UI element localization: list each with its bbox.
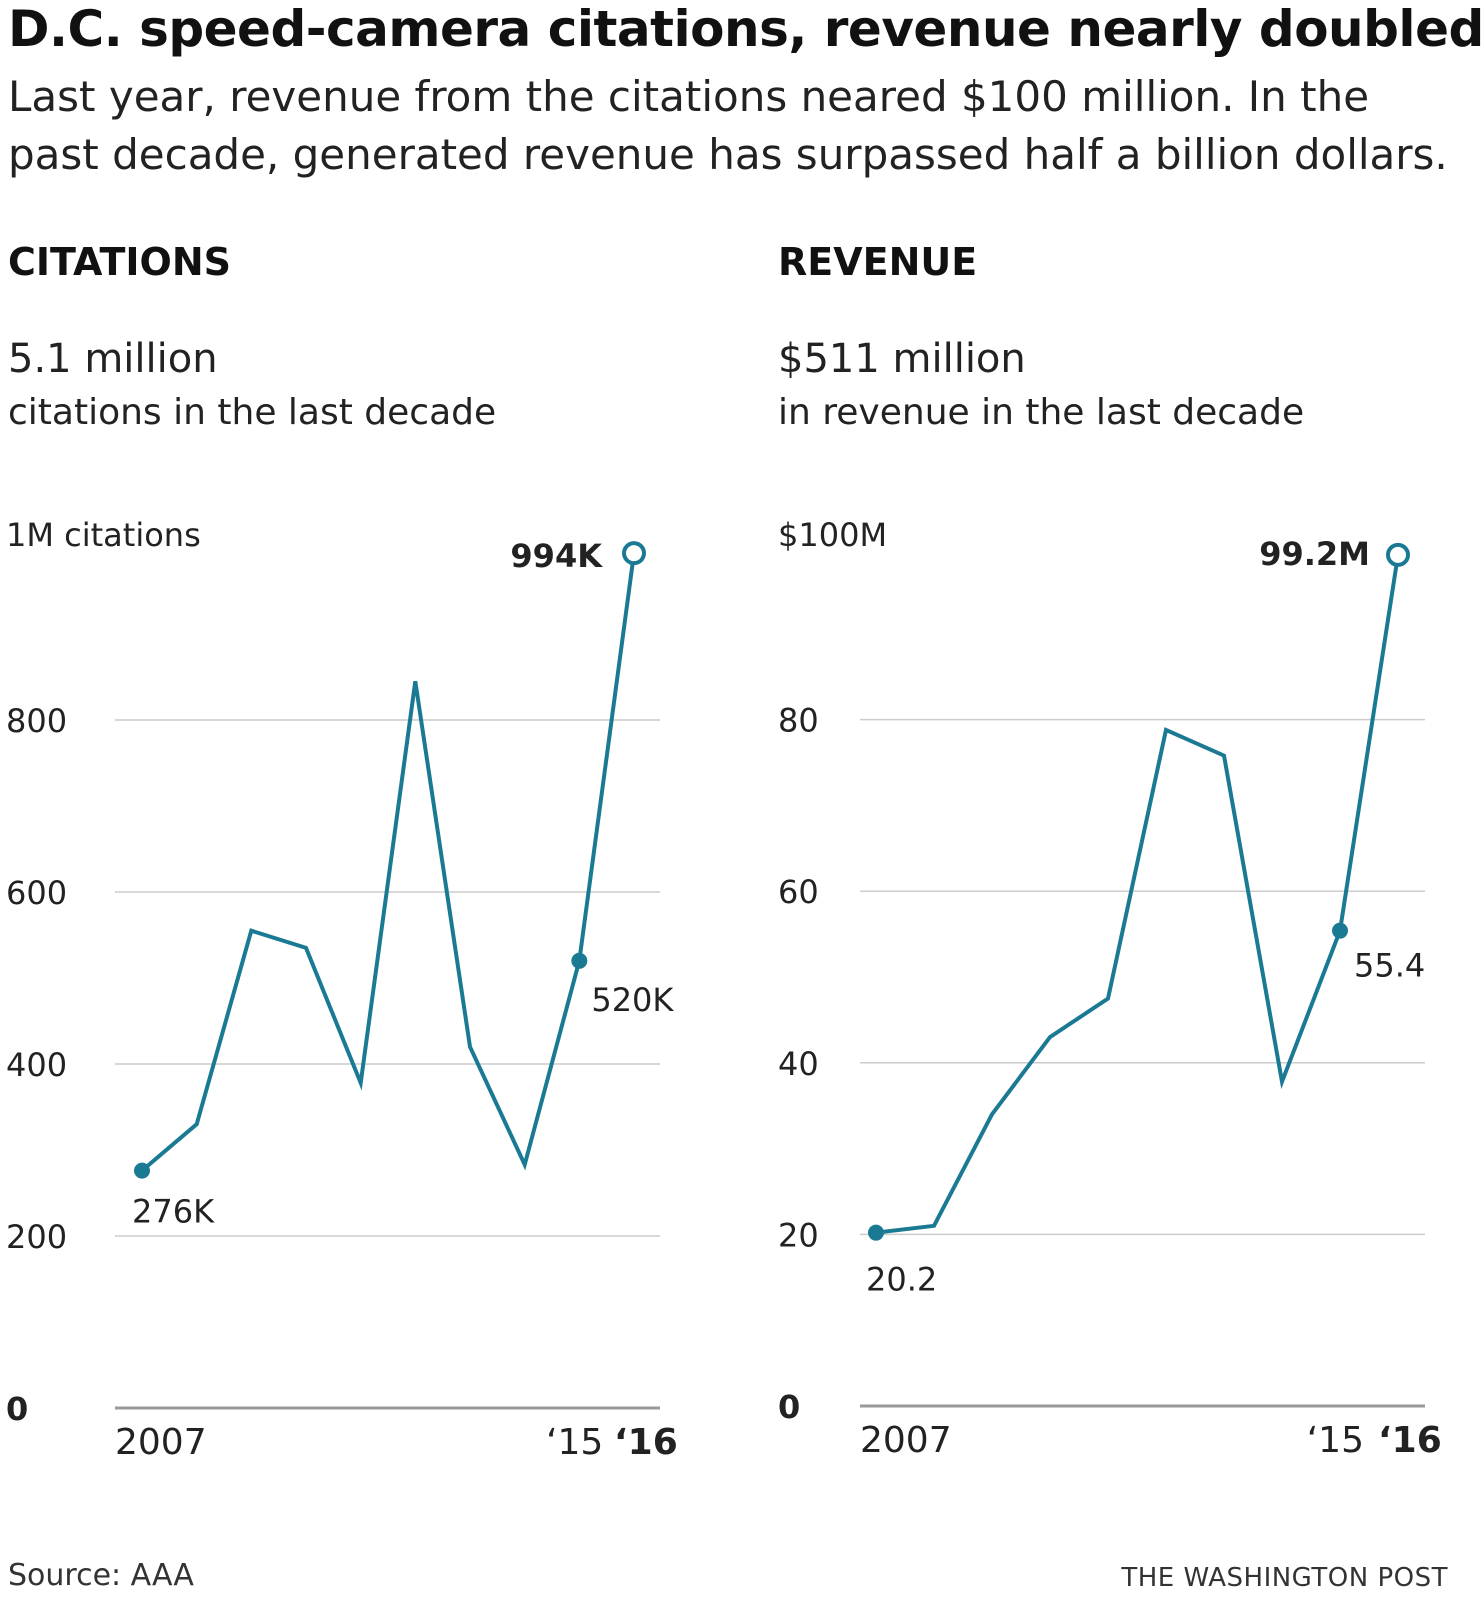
citations-x-tick-label: ‘15 <box>546 1422 603 1463</box>
revenue-data-label: 55.4 <box>1354 947 1425 985</box>
revenue-total-desc: in revenue in the last decade <box>778 392 1305 433</box>
revenue-y-tick-label: 60 <box>778 873 819 911</box>
citations-total-desc: citations in the last decade <box>8 392 497 433</box>
citations-data-label: 520K <box>591 981 674 1019</box>
citations-total: 5.1 million <box>8 336 218 382</box>
revenue-series-line <box>875 554 1400 1235</box>
citations-point-marker <box>622 541 646 566</box>
revenue-y-tick-label: 0 <box>778 1388 800 1426</box>
chart-title: D.C. speed-camera citations, revenue nea… <box>8 0 1484 58</box>
revenue-x-tick-label: ‘16 <box>1378 1420 1442 1461</box>
revenue-y-tick-label: $100M <box>778 516 887 554</box>
citations-y-tick-label: 400 <box>6 1046 67 1084</box>
citations-x-tick-label: 2007 <box>115 1422 207 1463</box>
citations-series-line <box>140 552 636 1173</box>
revenue-point-marker <box>1332 922 1348 939</box>
citations-x-tick-label: ‘16 <box>614 1422 678 1463</box>
source-note: Source: AAA <box>8 1558 194 1593</box>
citations-y-tick-label: 800 <box>6 702 67 740</box>
revenue-heading: REVENUE <box>778 240 978 284</box>
revenue-x-tick-label: 2007 <box>860 1420 952 1461</box>
citations-y-tick-label: 600 <box>6 874 67 912</box>
citations-y-tick-label: 1M citations <box>6 516 201 554</box>
citations-y-tick-label: 0 <box>6 1390 28 1428</box>
chart-subtitle: Last year, revenue from the citations ne… <box>8 72 1448 179</box>
revenue-y-tick-label: 40 <box>778 1045 819 1083</box>
citations-data-label: 276K <box>132 1193 215 1231</box>
revenue-y-tick-label: 20 <box>778 1216 819 1254</box>
revenue-data-label: 20.2 <box>866 1261 937 1299</box>
publisher-credit: THE WASHINGTON POST <box>1121 1563 1448 1593</box>
citations-data-label: 994K <box>510 537 603 575</box>
citations-point-marker <box>571 952 588 969</box>
citations-heading: CITATIONS <box>8 240 231 284</box>
revenue-point-marker <box>868 1224 884 1241</box>
revenue-x-tick-label: ‘15 <box>1307 1420 1364 1461</box>
revenue-point-marker <box>1386 542 1410 567</box>
revenue-data-label: 99.2M <box>1259 535 1370 573</box>
citations-point-marker <box>134 1162 150 1179</box>
revenue-total: $511 million <box>778 336 1026 382</box>
citations-y-tick-label: 200 <box>6 1218 67 1256</box>
revenue-y-tick-label: 80 <box>778 702 819 740</box>
